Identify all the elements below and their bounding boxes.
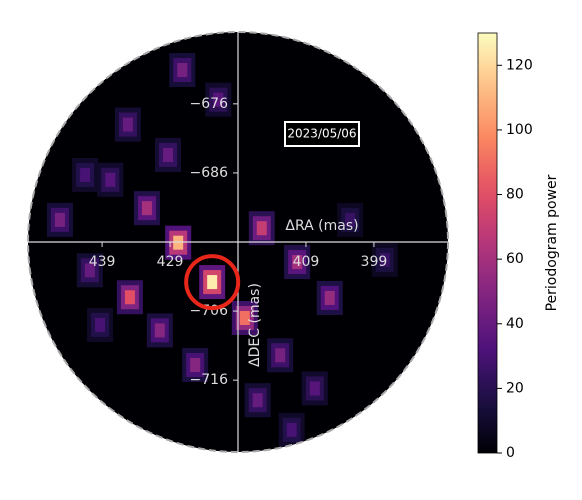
y-tick-label: −686 [190,165,229,181]
peak [80,167,91,182]
peak [286,422,297,437]
colorbar-tick-label: 80 [506,187,524,203]
peak [256,221,267,236]
y-tick-label: −716 [190,372,229,388]
peak [207,275,218,290]
peak [379,252,390,267]
colorbar-tick-label: 120 [506,57,533,73]
peak [292,255,303,270]
annotation: 2023/05/06 [287,127,356,141]
colorbar [477,32,498,454]
colorbar-tick-label: 40 [506,316,524,332]
colorbar-label: Periodogram power [544,174,560,311]
peak [54,212,65,227]
peak [173,235,184,250]
peak [252,393,263,408]
x-tick-label: 439 [89,254,116,270]
peak [324,290,335,305]
y-axis-label: ΔDEC (mas) [247,283,263,367]
peak [345,212,356,227]
highlight [184,254,241,311]
peak [163,147,173,162]
peak [105,172,116,187]
x-tick-label: 409 [293,254,320,270]
peak [190,357,201,372]
peak [309,381,320,396]
x-tick-label: 399 [361,254,388,270]
plot-border [27,31,449,453]
peak [154,323,165,338]
x-tick-label: 429 [157,254,184,270]
colorbar-tick-label: 20 [506,380,524,396]
peak [213,92,224,107]
peak [275,348,286,363]
colorbar-tick-label: 0 [506,445,515,461]
peak [239,310,250,325]
plot-area [28,32,448,452]
peak [84,263,95,278]
peak [124,290,135,305]
peak [95,317,106,332]
x-axis-label: ΔRA (mas) [285,218,358,234]
colorbar-tick-label: 100 [506,122,533,138]
peak [141,201,152,216]
peak [177,62,188,77]
y-tick-label: −676 [190,96,229,112]
colorbar-tick-label: 60 [506,251,524,267]
annotation-box [284,121,360,147]
peak [122,117,133,132]
